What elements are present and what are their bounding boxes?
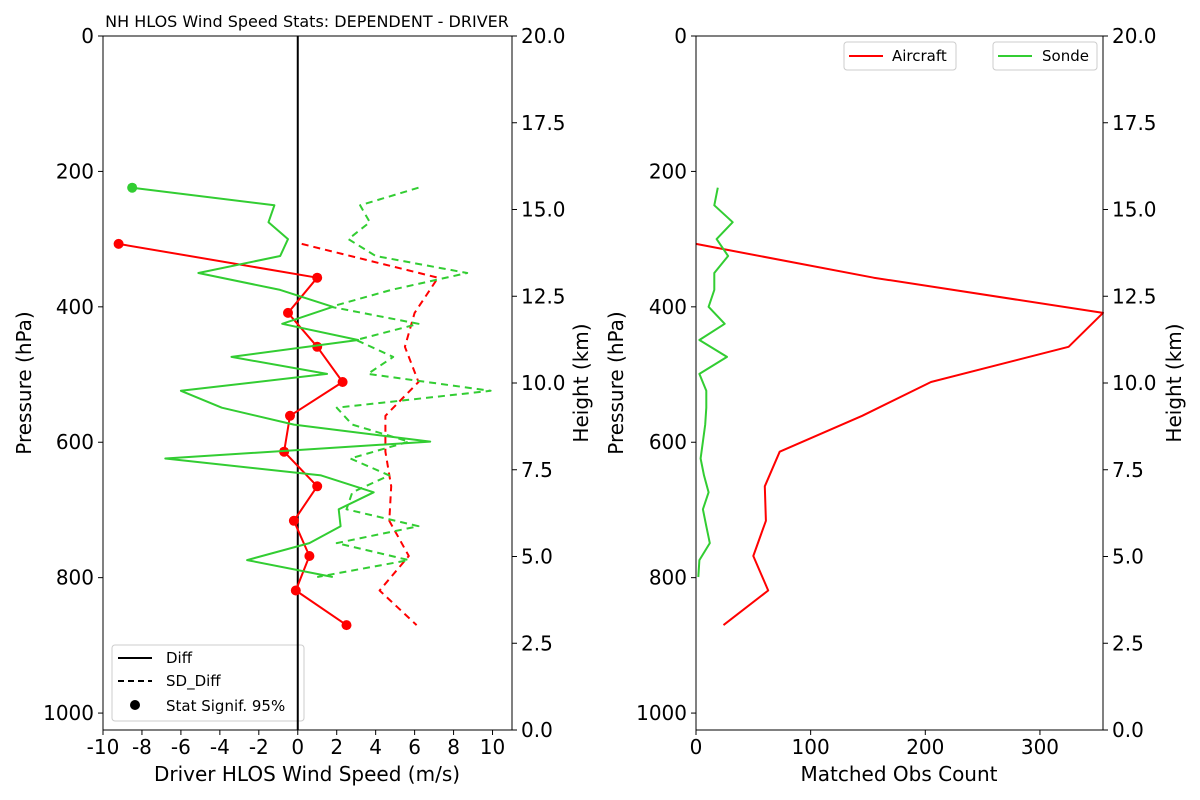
legend-aircraft-label: Aircraft <box>892 47 947 65</box>
left-y-tick-label: 1000 <box>43 701 94 725</box>
left-y-right-axis-label: Height (km) <box>569 323 593 442</box>
left-y-right-tick-label: 5.0 <box>521 545 553 569</box>
left-signif-point-aircraft-diff <box>337 377 348 387</box>
left-x-tick-label: 0 <box>291 735 304 759</box>
left-signif-point-aircraft-diff <box>283 307 293 318</box>
legend-sd-diff-label: SD_Diff <box>166 672 221 691</box>
right-y-right-tick-label: 17.5 <box>1112 111 1157 135</box>
left-y-right-tick-label: 7.5 <box>521 458 553 482</box>
legend-sonde-label: Sonde <box>1042 47 1089 65</box>
left-x-tick-label: 4 <box>369 735 382 759</box>
right-y-right-tick-label: 20.0 <box>1112 24 1157 48</box>
left-x-tick-label: 10 <box>480 735 505 759</box>
left-signif-point-aircraft-diff <box>304 551 315 561</box>
left-series-sonde-diff <box>132 186 432 578</box>
right-y-right-tick-label: 10.0 <box>1112 371 1157 395</box>
left-signif-point-aircraft-diff <box>341 620 352 631</box>
right-y-right-tick-label: 2.5 <box>1112 631 1144 655</box>
legend-diff-label: Diff <box>166 649 193 667</box>
left-legend-frame <box>111 644 305 722</box>
left-y-right-tick-label: 20.0 <box>521 24 566 48</box>
left-y-right-tick-label: 0.0 <box>521 718 553 742</box>
legend-signif-marker <box>130 700 140 710</box>
legend-aircraft-frame <box>843 41 957 71</box>
left-signif-point-aircraft-diff <box>288 515 299 526</box>
right-y-tick-label: 400 <box>649 295 687 319</box>
left-y-right-tick-label: 12.5 <box>521 284 566 308</box>
right-x-axis-label: Matched Obs Count <box>801 762 998 786</box>
right-y-right-tick-label: 5.0 <box>1112 545 1144 569</box>
left-x-tick-label: 8 <box>447 735 460 759</box>
right-x-tick-label: 100 <box>792 735 830 759</box>
left-signif-point-aircraft-diff <box>312 481 323 492</box>
right-y-tick-label: 0 <box>674 24 687 48</box>
left-y-right-tick-label: 15.0 <box>521 198 566 222</box>
left-x-tick-label: 6 <box>408 735 421 759</box>
left-y-right-tick-label: 10.0 <box>521 371 566 395</box>
left-plot: -10 -8 -6 -4 -2 0 2 4 6 8 10 0 200 400 600 800 1000 0.0 2.… <box>43 24 565 759</box>
left-signif-point-aircraft-diff <box>290 585 301 596</box>
right-x-tick-label: 300 <box>1021 735 1059 759</box>
left-y-axis-label: Pressure (hPa) <box>12 311 36 454</box>
right-y-tick-label: 200 <box>649 159 687 183</box>
right-y-right-tick-label: 7.5 <box>1112 458 1144 482</box>
right-legend-sonde: Sonde <box>992 41 1098 71</box>
left-series-aircraft-diff <box>118 242 348 626</box>
right-plot: 0 100 200 300 0 200 400 600 800 1000 0.0 2.5 5.0 7.5 1… <box>636 24 1156 759</box>
right-y-right-axis-label: Height (km) <box>1162 323 1186 442</box>
left-signif-point-aircraft-diff <box>285 410 295 421</box>
left-y-right-tick-label: 2.5 <box>521 631 553 655</box>
legend-signif-label: Stat Signif. 95% <box>166 697 285 715</box>
right-y-tick-label: 600 <box>649 430 687 454</box>
right-y-axis-label: Pressure (hPa) <box>604 311 628 454</box>
right-axes-frame <box>695 35 1104 731</box>
left-y-tick-label: 600 <box>56 430 94 454</box>
left-x-axis-label: Driver HLOS Wind Speed (m/s) <box>154 762 460 786</box>
left-series-sonde-sd-diff <box>317 186 492 578</box>
right-y-right-tick-label: 0.0 <box>1112 718 1144 742</box>
left-x-tick-label: -2 <box>249 735 269 759</box>
legend-sonde-frame <box>992 41 1098 71</box>
right-series-aircraft <box>695 242 1104 626</box>
right-y-tick-label: 800 <box>649 566 687 590</box>
right-y-right-tick-label: 15.0 <box>1112 198 1157 222</box>
right-y-tick-label: 1000 <box>636 701 687 725</box>
left-x-tick-label: -10 <box>87 735 120 759</box>
left-signif-point-sonde-diff <box>127 182 138 193</box>
left-y-tick-label: 0 <box>81 24 94 48</box>
left-axes-frame <box>102 35 513 731</box>
right-x-tick-label: 0 <box>690 735 703 759</box>
left-x-tick-label: -8 <box>132 735 152 759</box>
right-legend-aircraft: Aircraft <box>843 41 957 71</box>
left-signif-point-aircraft-diff <box>113 238 124 249</box>
left-x-tick-label: 2 <box>330 735 343 759</box>
left-y-tick-label: 200 <box>56 159 94 183</box>
left-legend: Diff SD_Diff Stat Signif. 95% <box>111 644 305 722</box>
left-x-tick-label: -4 <box>210 735 230 759</box>
left-y-right-tick-label: 17.5 <box>521 111 566 135</box>
left-y-tick-label: 400 <box>56 295 94 319</box>
left-chart-title: NH HLOS Wind Speed Stats: DEPENDENT - DR… <box>105 12 509 31</box>
right-y-right-tick-label: 12.5 <box>1112 284 1157 308</box>
left-y-tick-label: 800 <box>56 566 94 590</box>
left-x-tick-label: -6 <box>171 735 191 759</box>
right-series-sonde <box>697 187 734 578</box>
left-signif-point-aircraft-diff <box>312 272 323 283</box>
right-x-tick-label: 200 <box>906 735 944 759</box>
